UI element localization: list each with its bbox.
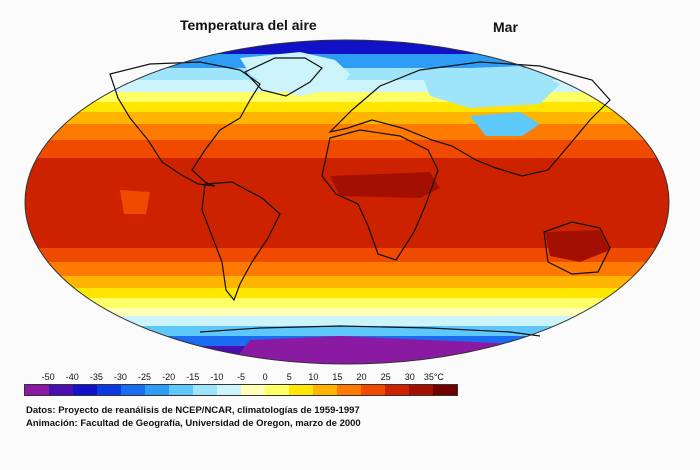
colorbar-tick-label: -20 (162, 372, 176, 382)
colorbar-swatch (433, 385, 457, 395)
colorbar-tick-label: 35°C (423, 372, 444, 382)
colorbar-tick-label: -40 (65, 372, 79, 382)
colorbar-tick-label: 20 (356, 372, 367, 382)
colorbar-swatch (97, 385, 121, 395)
colorbar-tick-label: -35 (89, 372, 103, 382)
colorbar-swatch (193, 385, 217, 395)
continent-outlines (109, 57, 611, 337)
colorbar-swatch (337, 385, 361, 395)
colorbar-swatch (289, 385, 313, 395)
colorbar-tick-label: -15 (186, 372, 200, 382)
colorbar-swatch (385, 385, 409, 395)
animation-credit: Animación: Facultad de Geografía, Univer… (26, 418, 361, 429)
data-source-credit: Datos: Proyecto de reanálisis de NCEP/NC… (26, 405, 360, 416)
colorbar-swatch (361, 385, 385, 395)
credits: Datos: Proyecto de reanálisis de NCEP/NC… (26, 404, 361, 430)
colorbar-tick-label: -30 (113, 372, 127, 382)
colorbar-tick-label: -50 (41, 372, 55, 382)
colorbar-swatch (169, 385, 193, 395)
globe-outline (24, 39, 670, 365)
colorbar-tick-label: 30 (404, 372, 415, 382)
colorbar-swatch (25, 385, 49, 395)
colorbar-tick-label: 10 (308, 372, 319, 382)
colorbar-swatch (265, 385, 289, 395)
colorbar-tick-label: 0 (262, 372, 268, 382)
colorbar-swatch (217, 385, 241, 395)
colorbar-tick-label: -5 (236, 372, 246, 382)
colorbar-tick-label: 15 (332, 372, 343, 382)
colorbar-swatch (73, 385, 97, 395)
colorbar-tick-label: 25 (380, 372, 391, 382)
colorbar-tick-labels: -50 -40 -35 -30 -25 -20 -15 -10 -5 0 5 10 15 20 25 30 35… (24, 372, 458, 384)
month-label: Mar (493, 19, 518, 35)
colorbar-swatch (313, 385, 337, 395)
colorbar-tick-label: -25 (138, 372, 152, 382)
colorbar-swatch (49, 385, 73, 395)
colorbar-swatch (409, 385, 433, 395)
colorbar-swatch (241, 385, 265, 395)
colorbar-tick-label: 5 (286, 372, 292, 382)
colorbar-swatch (145, 385, 169, 395)
temperature-colorbar (24, 384, 458, 396)
colorbar-tick-label: -10 (210, 372, 224, 382)
colorbar-swatch (121, 385, 145, 395)
map-title: Temperatura del aire (180, 17, 317, 33)
